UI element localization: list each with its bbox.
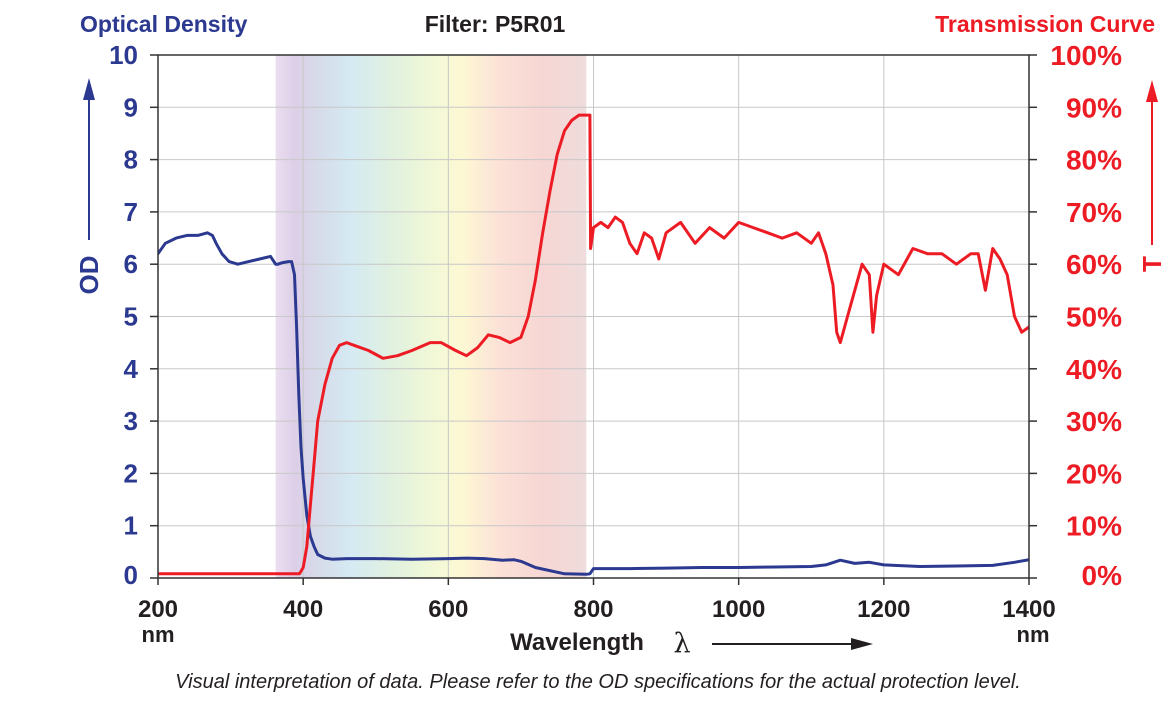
right-tick-label: 80% — [1066, 145, 1122, 176]
left-tick-label: 9 — [124, 92, 138, 122]
footnote: Visual interpretation of data. Please re… — [175, 671, 1021, 693]
x-tick-label: 1400 — [1002, 596, 1055, 623]
right-tick-label: 0% — [1082, 560, 1123, 591]
right-tick-label: 20% — [1066, 458, 1122, 489]
t-axis-label: T — [1137, 256, 1167, 272]
x-tick-label: 600 — [428, 596, 468, 623]
x-tick-label: 200 — [138, 596, 178, 623]
right-tick-label: 60% — [1066, 249, 1122, 280]
right-tick-label: 100% — [1050, 40, 1122, 71]
left-tick-label: 2 — [124, 458, 138, 488]
x-tick-label: 400 — [283, 596, 323, 623]
x-unit-right: nm — [1017, 622, 1050, 647]
left-tick-label: 10 — [109, 40, 138, 70]
x-tick-label: 800 — [573, 596, 613, 623]
x-axis-label: Wavelength — [510, 629, 644, 656]
right-tick-label: 50% — [1066, 302, 1122, 333]
right-tick-label: 70% — [1066, 197, 1122, 228]
transmission-series-line — [158, 113, 1029, 576]
x-tick-labels: 200 400 600 800 1000 1200 1400 — [138, 596, 1056, 623]
right-tick-labels: 0% 10% 20% 30% 40% 50% 60% 70% 80% 90% 100% — [1050, 40, 1122, 591]
left-tick-label: 0 — [124, 560, 138, 590]
left-title: Optical Density — [80, 11, 248, 37]
right-title: Transmission Curve — [935, 11, 1155, 37]
right-tick-label: 10% — [1066, 511, 1122, 542]
lambda-symbol: λ — [673, 628, 690, 659]
center-title: Filter: P5R01 — [425, 11, 566, 37]
left-tick-label: 5 — [124, 302, 138, 332]
od-arrow-icon — [83, 78, 95, 100]
x-tick-label: 1200 — [857, 596, 910, 623]
t-arrow-icon — [1146, 80, 1158, 102]
od-axis-label: OD — [74, 256, 104, 295]
x-unit-left: nm — [142, 622, 175, 647]
right-tick-label: 30% — [1066, 406, 1122, 437]
x-arrow-icon — [851, 638, 873, 650]
left-tick-label: 1 — [124, 511, 138, 541]
left-tick-label: 7 — [124, 197, 138, 227]
od-series-line — [158, 231, 1029, 576]
left-tick-label: 3 — [124, 406, 138, 436]
left-tick-label: 6 — [124, 249, 138, 279]
left-tick-label: 4 — [124, 354, 139, 384]
right-tick-label: 90% — [1066, 92, 1122, 123]
axes-frame — [150, 54, 1037, 585]
x-tick-label: 1000 — [712, 596, 765, 623]
left-tick-label: 8 — [124, 145, 138, 175]
left-tick-labels: 0 1 2 3 4 5 6 7 8 9 10 — [109, 40, 138, 590]
right-tick-label: 40% — [1066, 354, 1122, 385]
